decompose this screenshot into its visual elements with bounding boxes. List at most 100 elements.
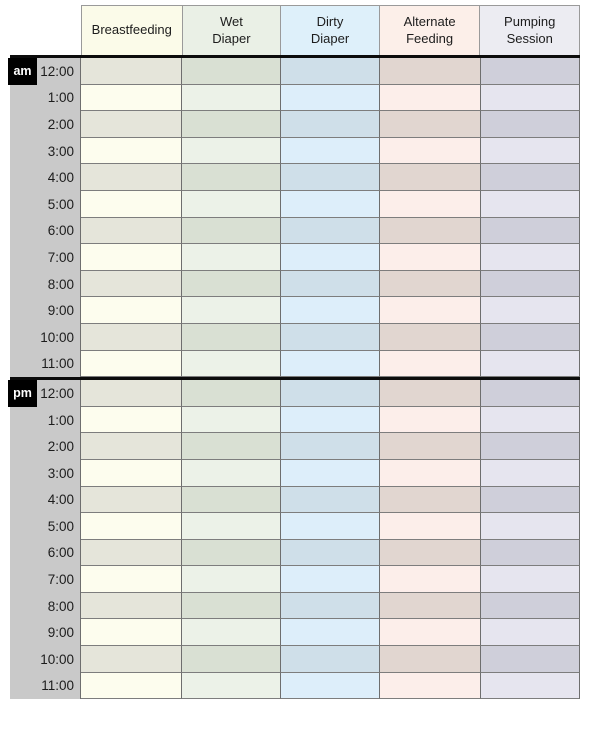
time-row: 6:00 — [10, 217, 580, 245]
log-cell-wet-diaper — [182, 592, 281, 620]
log-cell-pumping-session — [481, 270, 580, 298]
log-cell-breastfeeding — [81, 137, 182, 165]
log-cell-wet-diaper — [182, 433, 281, 460]
time-label-cell: 3:00 — [10, 137, 81, 165]
time-row: 12:00 pm — [8, 380, 580, 407]
time-row: 11:00 — [10, 672, 580, 700]
log-cell-breastfeeding — [81, 84, 182, 112]
log-cell-pumping-session — [481, 592, 580, 620]
time-row: 2:00 — [10, 111, 580, 138]
time-row: 5:00 — [10, 513, 580, 540]
log-cell-wet-diaper — [182, 270, 281, 298]
time-label-cell: 6:00 — [10, 217, 81, 245]
log-cell-pumping-session — [481, 84, 580, 112]
time-row: 5:00 — [10, 190, 580, 218]
time-row: 1:00 — [10, 84, 580, 112]
log-cell-wet-diaper — [182, 58, 281, 85]
time-row: 4:00 — [10, 164, 580, 191]
time-row: 12:00 am — [8, 58, 580, 85]
time-row: 6:00 — [10, 539, 580, 567]
log-cell-dirty-diaper — [281, 137, 380, 165]
log-cell-alternate-feeding — [380, 646, 481, 673]
log-cell-dirty-diaper — [281, 111, 380, 138]
log-cell-pumping-session — [481, 164, 580, 191]
log-cell-alternate-feeding — [380, 380, 481, 407]
log-cell-pumping-session — [481, 672, 580, 700]
log-cell-alternate-feeding — [380, 164, 481, 191]
log-cell-wet-diaper — [182, 672, 281, 700]
log-cell-pumping-session — [481, 459, 580, 487]
header-dirty-diaper: Dirty Diaper — [281, 6, 380, 55]
ampm-badge: am — [8, 58, 37, 85]
log-cell-dirty-diaper — [281, 164, 380, 191]
log-cell-pumping-session — [481, 539, 580, 567]
log-cell-wet-diaper — [182, 380, 281, 407]
header-breastfeeding: Breastfeeding — [82, 6, 183, 55]
time-row: 9:00 — [10, 297, 580, 324]
log-cell-pumping-session — [481, 406, 580, 434]
log-cell-dirty-diaper — [281, 592, 380, 620]
log-cell-pumping-session — [481, 380, 580, 407]
time-row: 3:00 — [10, 459, 580, 487]
log-cell-alternate-feeding — [380, 592, 481, 620]
header-alternate-feeding: Alternate Feeding — [379, 6, 481, 55]
time-row: 7:00 — [10, 566, 580, 593]
time-label-cell: 2:00 — [10, 433, 81, 460]
log-cell-pumping-session — [481, 513, 580, 540]
log-cell-pumping-session — [481, 323, 580, 351]
log-cell-breastfeeding — [81, 297, 182, 324]
log-cell-dirty-diaper — [281, 486, 380, 514]
log-cell-dirty-diaper — [281, 433, 380, 460]
log-cell-breastfeeding — [81, 190, 182, 218]
log-cell-wet-diaper — [182, 217, 281, 245]
log-cell-alternate-feeding — [380, 137, 481, 165]
log-cell-pumping-session — [481, 646, 580, 673]
log-cell-breastfeeding — [81, 486, 182, 514]
log-cell-alternate-feeding — [380, 459, 481, 487]
log-cell-pumping-session — [481, 190, 580, 218]
log-cell-alternate-feeding — [380, 190, 481, 218]
log-cell-dirty-diaper — [281, 244, 380, 271]
log-cell-breastfeeding — [81, 513, 182, 540]
time-label-cell: 11:00 — [10, 672, 81, 700]
log-cell-alternate-feeding — [380, 486, 481, 514]
log-cell-wet-diaper — [182, 619, 281, 647]
time-row: 2:00 — [10, 433, 580, 460]
log-cell-breastfeeding — [81, 619, 182, 647]
log-cell-pumping-session — [481, 217, 580, 245]
log-cell-breastfeeding — [81, 217, 182, 245]
time-label-cell: 10:00 — [10, 646, 81, 673]
log-cell-dirty-diaper — [281, 350, 380, 378]
time-row: 10:00 — [10, 323, 580, 351]
column-header-row: Breastfeeding Wet Diaper Dirty Diaper Al… — [81, 5, 580, 55]
log-cell-pumping-session — [481, 619, 580, 647]
log-cell-dirty-diaper — [281, 406, 380, 434]
log-cell-wet-diaper — [182, 111, 281, 138]
log-cell-dirty-diaper — [281, 217, 380, 245]
time-label-cell: 7:00 — [10, 566, 81, 593]
time-row: 1:00 — [10, 406, 580, 434]
log-cell-alternate-feeding — [380, 58, 481, 85]
log-cell-dirty-diaper — [281, 513, 380, 540]
log-cell-wet-diaper — [182, 486, 281, 514]
time-row: 10:00 — [10, 646, 580, 673]
log-cell-alternate-feeding — [380, 539, 481, 567]
log-cell-alternate-feeding — [380, 433, 481, 460]
log-cell-alternate-feeding — [380, 297, 481, 324]
log-cell-breastfeeding — [81, 58, 182, 85]
log-cell-alternate-feeding — [380, 270, 481, 298]
log-cell-dirty-diaper — [281, 190, 380, 218]
header-wet-diaper: Wet Diaper — [182, 6, 282, 55]
log-cell-alternate-feeding — [380, 619, 481, 647]
time-label-cell: 7:00 — [10, 244, 81, 271]
time-label-cell: 9:00 — [10, 297, 81, 324]
log-cell-breastfeeding — [81, 164, 182, 191]
time-label-cell: 3:00 — [10, 459, 81, 487]
header-pumping-session: Pumping Session — [480, 6, 579, 55]
log-cell-breastfeeding — [81, 111, 182, 138]
log-cell-breastfeeding — [81, 323, 182, 351]
time-label-cell: 1:00 — [10, 406, 81, 434]
log-cell-dirty-diaper — [281, 459, 380, 487]
time-row: 9:00 — [10, 619, 580, 647]
log-cell-dirty-diaper — [281, 646, 380, 673]
